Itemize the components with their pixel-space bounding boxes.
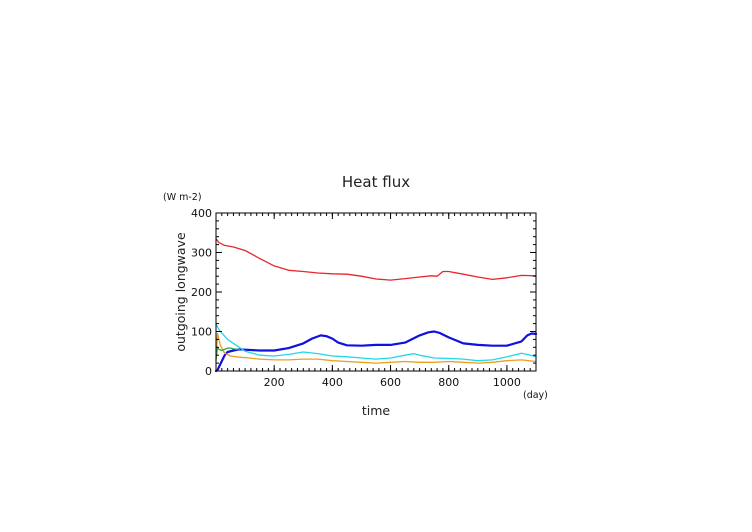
plot-frame (215, 212, 537, 372)
series-line-0 (215, 238, 537, 281)
x-tick-label: 400 (322, 376, 343, 389)
x-tick-label: 600 (380, 376, 401, 389)
series-line-4 (215, 346, 240, 360)
x-axis-unit: (day) (523, 390, 548, 401)
plot-area: 200 400 600 800 1000 0 100 200 300 400 (191, 207, 538, 389)
y-tick-label: 0 (205, 365, 212, 378)
y-tick-label: 400 (191, 207, 212, 220)
y-tick-label: 200 (191, 286, 212, 299)
series-line-2 (215, 323, 537, 362)
x-tick-label: 1000 (493, 376, 521, 389)
series-line-3 (215, 332, 537, 364)
x-tick-label: 800 (438, 376, 459, 389)
series-line-1 (214, 330, 538, 373)
chart-title: Heat flux (342, 173, 410, 191)
y-tick-label: 100 (191, 326, 212, 339)
x-tick-label: 200 (264, 376, 285, 389)
x-axis-label: time (362, 403, 391, 418)
y-tick-label: 300 (191, 247, 212, 260)
y-axis-unit: (W m-2) (163, 192, 202, 203)
y-axis-label: outgoing longwave (173, 232, 188, 352)
